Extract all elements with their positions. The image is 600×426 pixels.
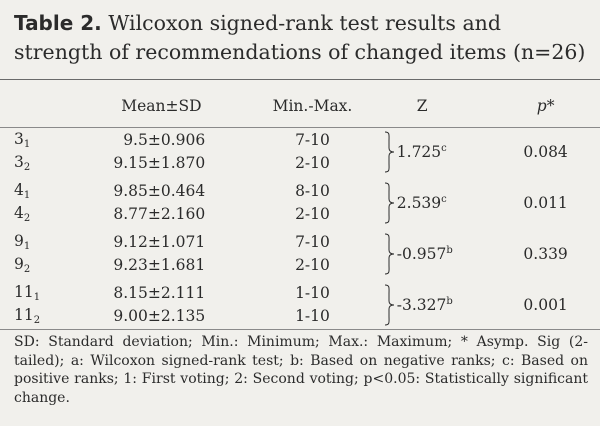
mean-sd-value: 8.77±2.160 — [113, 205, 206, 224]
group-brace — [383, 226, 397, 277]
mean-sd-value: 9.12±1.071 — [113, 232, 206, 251]
group-brace — [383, 175, 397, 226]
z-superscript: c — [441, 193, 447, 205]
item-number: 4 — [14, 204, 24, 223]
p-value-cell: 0.084 — [523, 142, 568, 161]
mean-sd-value: 9.5±0.906 — [123, 130, 206, 149]
item-number: 9 — [14, 255, 24, 274]
table-footnote: SD: Standard deviation; Min.: Minimum; M… — [14, 334, 588, 406]
min-max-cell: 8-10 — [295, 181, 330, 200]
group-brace — [383, 277, 397, 328]
bottom-rule — [0, 329, 600, 330]
table-row: 92 9.23±1.681 2-10 — [14, 254, 586, 278]
voting-round: 2 — [23, 213, 31, 225]
table-row: 42 8.77±2.160 2-10 — [14, 203, 586, 227]
mean-sd-cell: 9.12±1.071 — [87, 226, 242, 254]
header-z: Z — [416, 97, 428, 115]
top-rule — [0, 79, 600, 80]
z-value: 2.539 — [396, 193, 442, 212]
item-number: 3 — [14, 129, 24, 148]
z-cell: -3.327b — [397, 277, 505, 328]
item-number: 4 — [14, 180, 24, 199]
mean-sd-cell: 9.85±0.464 — [87, 175, 242, 203]
mean-sd-cell: 8.15±2.111 — [87, 277, 242, 305]
p-value-cell: 0.001 — [523, 295, 568, 314]
item-cell: 32 — [14, 152, 87, 176]
mean-sd-cell: 8.77±2.160 — [87, 203, 242, 227]
voting-round: 1 — [23, 138, 31, 150]
mean-sd-value: 9.15±1.870 — [113, 154, 206, 173]
z-cell: -0.957b — [397, 226, 505, 277]
table-row: 32 9.15±1.870 2-10 — [14, 152, 586, 176]
mean-sd-value: 9.00±2.135 — [113, 307, 206, 326]
item-cell: 41 — [14, 175, 87, 203]
item-number: 3 — [14, 153, 24, 172]
item-number: 11 — [14, 306, 34, 325]
mean-sd-value: 9.23±1.681 — [113, 256, 206, 275]
z-superscript: b — [446, 244, 453, 256]
min-max-cell: 7-10 — [295, 130, 330, 149]
mean-sd-value: 9.85±0.464 — [113, 181, 206, 200]
mean-sd-cell: 9.23±1.681 — [87, 254, 242, 278]
table-row: 31 9.5±0.906 7-10 1.725c 0.084 — [14, 128, 586, 172]
item-cell: 112 — [14, 305, 87, 329]
group-brace — [383, 128, 397, 175]
min-max-cell: 2-10 — [295, 154, 330, 173]
z-cell: 1.725c — [397, 128, 505, 175]
voting-round: 2 — [33, 315, 41, 327]
p-value-cell: 0.339 — [523, 244, 568, 263]
header-item — [14, 84, 87, 128]
table-label: Table 2. — [14, 11, 102, 35]
voting-round: 1 — [33, 291, 41, 303]
table-row: 111 8.15±2.111 1-10 -3.327b 0.001 — [14, 277, 586, 325]
header-mean-sd: Mean±SD — [121, 97, 202, 115]
z-value: -0.957 — [396, 244, 447, 263]
min-max-cell: 2-10 — [295, 256, 330, 275]
min-max-cell: 7-10 — [295, 232, 330, 251]
voting-round: 1 — [23, 189, 31, 201]
item-cell: 91 — [14, 226, 87, 254]
results-body: 31 9.5±0.906 7-10 1.725c 0.084 32 9.15±1.870 2-… — [14, 128, 586, 328]
table-row: 112 9.00±2.135 1-10 — [14, 305, 586, 329]
voting-round: 2 — [23, 264, 31, 276]
min-max-cell: 1-10 — [295, 307, 330, 326]
z-value: 1.725 — [396, 142, 442, 161]
z-superscript: b — [446, 295, 453, 307]
z-cell: 2.539c — [397, 175, 505, 226]
header-p: p* — [536, 97, 555, 115]
mean-sd-cell: 9.00±2.135 — [87, 305, 242, 329]
header-min-max: Min.-Max. — [272, 97, 353, 115]
min-max-cell: 1-10 — [295, 283, 330, 302]
item-cell: 31 — [14, 128, 87, 152]
mean-sd-value: 8.15±2.111 — [113, 283, 206, 302]
voting-round: 2 — [23, 162, 31, 174]
item-cell: 111 — [14, 277, 87, 305]
z-value: -3.327 — [396, 295, 447, 314]
table-row: 41 9.85±0.464 8-10 2.539c 0.011 — [14, 175, 586, 223]
voting-round: 1 — [23, 240, 31, 252]
min-max-cell: 2-10 — [295, 205, 330, 224]
item-number: 11 — [14, 282, 34, 301]
table-title-text: Wilcoxon signed-rank test results and st… — [14, 11, 586, 64]
item-cell: 92 — [14, 254, 87, 278]
table-row: 91 9.12±1.071 7-10 -0.957b 0.339 — [14, 226, 586, 274]
mean-sd-cell: 9.5±0.906 — [87, 128, 242, 152]
mean-sd-cell: 9.15±1.870 — [87, 152, 242, 176]
header-row: Mean±SD Min.-Max. Z p* — [14, 84, 586, 128]
header-rule — [0, 127, 600, 128]
p-value-cell: 0.011 — [523, 193, 568, 212]
item-cell: 42 — [14, 203, 87, 227]
item-number: 9 — [14, 231, 24, 250]
results-table: Mean±SD Min.-Max. Z p* 31 9.5±0.906 7-10 1.… — [14, 84, 586, 328]
table-caption: Table 2. Wilcoxon signed-rank test resul… — [14, 9, 589, 67]
z-superscript: c — [441, 142, 447, 154]
